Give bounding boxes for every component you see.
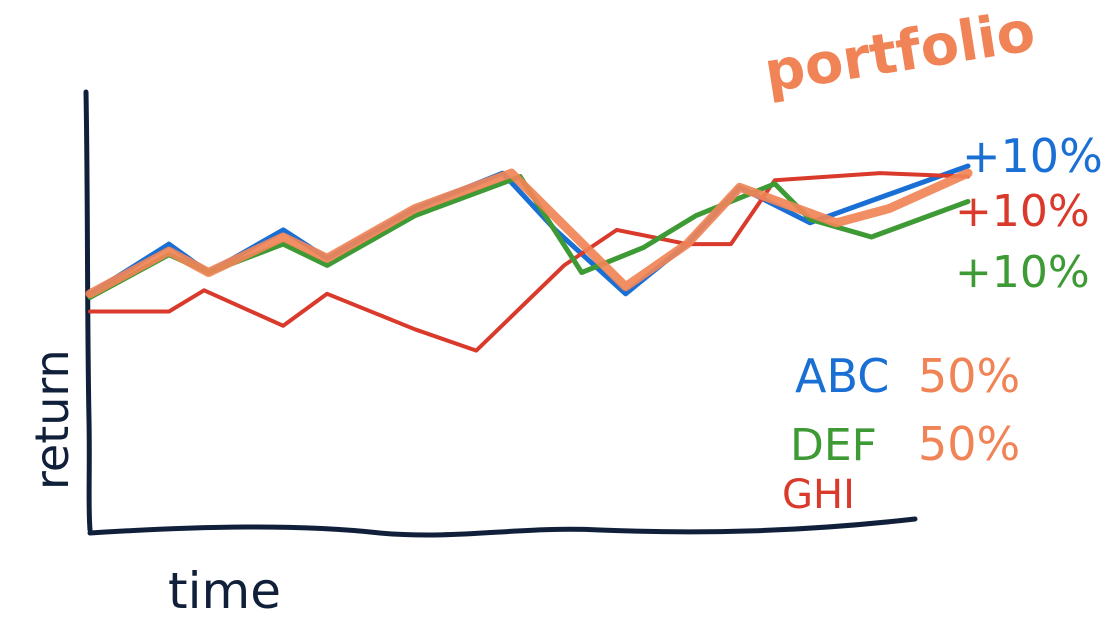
x-axis — [87, 516, 918, 538]
axes — [83, 89, 918, 538]
end-label-def: +10% — [955, 247, 1090, 298]
y-axis-label: return — [25, 349, 79, 490]
legend-abc-name: ABC — [795, 349, 889, 403]
portfolio-title: portfolio — [760, 0, 1039, 106]
legend: ABC 50% DEF 50% GHI — [782, 349, 1020, 518]
series-line-portfolio — [85, 168, 973, 299]
end-label-abc: +10% — [962, 129, 1103, 183]
legend-def-weight: 50% — [918, 417, 1020, 471]
legend-ghi-name: GHI — [782, 472, 855, 518]
legend-abc-weight: 50% — [918, 349, 1020, 403]
series-line-ghi — [88, 171, 970, 353]
x-axis-label: time — [168, 562, 281, 620]
end-label-ghi: +10% — [955, 186, 1090, 237]
legend-def-name: DEF — [790, 420, 877, 471]
y-axis — [83, 89, 93, 533]
series-layer — [85, 163, 973, 353]
